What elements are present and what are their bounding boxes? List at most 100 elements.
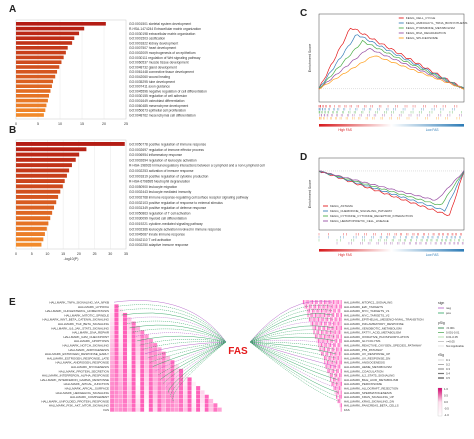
panel-e-heatmap-cell [114, 325, 119, 331]
panel-e-right-term: HALLMARK_E2F_TARGETS [344, 305, 383, 309]
panel-a-term-label: GO:0061448 connective tissue development [129, 70, 194, 74]
panel-e-heatmap-cell [118, 347, 123, 352]
panel-e-heatmap-cell [326, 360, 329, 365]
panel-e-right-term: HALLMARK_OXIDATIVE_PHOSPHORYLATION [344, 335, 409, 339]
panel-e-heatmap-cell [322, 338, 325, 344]
panel-e-heatmap-cell [200, 403, 205, 408]
panel-e-heatmap-cell [135, 347, 141, 352]
panel-e-heatmap-cell [322, 299, 325, 305]
panel-a-tick-label: 15 [80, 122, 84, 126]
panel-b-tick-label: 20 [77, 252, 81, 256]
panel-a-bar [16, 65, 60, 69]
panel-e-heatmap-cell [114, 381, 119, 387]
panel-d-legend-label: KEGG_CYTOKINE_CYTOKINE_RECEPTOR_INTERACT… [330, 214, 413, 218]
panel-a-term-label: GO:0060537 muscle tissue development [129, 61, 189, 65]
panel-e-heatmap-cell [135, 372, 141, 378]
panel-e-heatmap-cell [208, 407, 214, 412]
panel-e-heatmap-cell [191, 403, 197, 408]
panel-e-heatmap-cell [323, 308, 326, 313]
panel-e-heatmap-cell [127, 342, 132, 348]
panel-e-heatmap-cell [337, 338, 340, 344]
panel-a-term-label: GO:0045596 negative regulation of cell d… [129, 89, 207, 93]
panel-b-bar [16, 195, 59, 199]
panel-e-heatmap-cell [340, 304, 343, 309]
panel-e-heatmap-cell [331, 338, 334, 344]
panel-e-heatmap-cell [334, 299, 337, 305]
panel-e-left-term: HALLMARK_MYOGENESIS [71, 365, 109, 369]
panel-e-right-term: HALLMARK_MYC_TARGETS_V2 [344, 313, 390, 317]
panel-a-term-label: GO:0001822 kidney development [129, 41, 178, 45]
panel-e-heatmap-cell [140, 407, 145, 412]
panel-e-heatmap-cell [148, 394, 154, 399]
panel-e-heatmap-cell [187, 407, 192, 412]
panel-e-heatmap-cell [157, 372, 162, 378]
panel-e-heatmap-cell [127, 360, 132, 365]
panel-e-heatmap-cell [338, 394, 341, 399]
panel-e-heatmap-cell [152, 394, 158, 399]
panel-e-heatmap-cell [328, 299, 331, 305]
panel-b-term-label: GO:0002443 leukocyte mediated immunity [129, 190, 192, 194]
panel-e-heatmap-cell [118, 398, 123, 404]
panel-e-right-term: HALLMARK_KRAS_SIGNALING_UP [344, 395, 394, 399]
panel-e-heatmap-cell [329, 312, 332, 318]
panel-a-bar [16, 94, 49, 98]
panel-e-link [121, 312, 227, 343]
panel-e-corr-label: 0.5 [444, 394, 448, 398]
panel-e-heatmap-cell [122, 334, 128, 339]
panel-e-heatmap-cell [311, 299, 314, 305]
panel-b-term-label: GO:0042110 T cell activation [129, 238, 171, 242]
panel-e-heatmap-cell [335, 317, 338, 322]
panel-e-heatmap-cell [135, 351, 141, 356]
panel-e-heatmap-cell [127, 381, 132, 387]
panel-e-heatmap-cell [152, 381, 158, 387]
panel-e-heatmap-cell [329, 308, 332, 313]
panel-b-bar [16, 163, 72, 168]
panel-e-heatmap-cell [140, 377, 145, 382]
panel-e-link [126, 320, 227, 343]
panel-e-heatmap-cell [183, 407, 188, 412]
panel-e-heatmap-cell [311, 304, 314, 309]
panel-e-heatmap-cell [127, 347, 132, 352]
panel-e-heatmap-cell [187, 381, 192, 387]
panel-e-heatmap-cell [135, 394, 141, 399]
panel-e-heatmap-cell [338, 385, 341, 391]
panel-e-heatmap-cell [144, 372, 149, 378]
panel-e-heatmap-cell [118, 334, 123, 339]
panel-e-heatmap-cell [122, 312, 128, 318]
panel-letter-e: E [9, 297, 16, 308]
panel-e-heatmap-cell [161, 403, 167, 408]
panel-e-heatmap-cell [334, 368, 337, 374]
panel-e-heatmap-cell [114, 329, 119, 335]
panel-e-heatmap-cell [127, 364, 132, 369]
panel-e-heatmap-cell [109, 403, 115, 408]
panel-e-heatmap-cell [335, 355, 338, 361]
panel-d-legend-label: KEGG_CHEMOKINE_SIGNALING_PATHWAY [330, 209, 392, 213]
panel-e-heatmap-cell [131, 381, 136, 387]
panel-e-heatmap-cell [114, 394, 119, 399]
panel-e-heatmap-cell [148, 381, 154, 387]
panel-b-bar [16, 232, 45, 236]
panel-e-heatmap-cell [109, 372, 115, 378]
panel-e-heatmap-cell [325, 317, 328, 322]
panel-e-heatmap-cell [131, 398, 136, 404]
panel-a-term-label: GO:0030111 regulation of Wnt signaling p… [129, 56, 201, 60]
panel-e-heatmap-cell [170, 403, 175, 408]
panel-e-heatmap-cell [178, 390, 184, 395]
panel-e-heatmap-cell [340, 351, 343, 356]
panel-e-heatmap-cell [328, 312, 331, 318]
panel-e-heatmap-cell [140, 329, 145, 335]
panel-e-heatmap-cell [144, 398, 149, 404]
panel-e-heatmap-cell [340, 347, 343, 352]
panel-e-left-term: HALLMARK_PROTEIN_SECRETION [59, 369, 109, 373]
panel-e-heatmap-cell [127, 407, 132, 412]
panel-e-left-term: HALLMARK_WNT_BETA_CATENIN_SIGNALING [42, 318, 109, 322]
panel-e-heatmap-cell [331, 373, 334, 378]
panel-e-heatmap-cell [204, 398, 210, 404]
panel-e-heatmap-cell [329, 347, 332, 352]
panel-e-heatmap-cell [170, 385, 175, 391]
panel-c-es-line [318, 55, 465, 90]
panel-e-link [249, 336, 335, 343]
panel-e-heatmap-cell [319, 334, 322, 339]
panel-b-term-label: GO:0050900 leukocyte migration [129, 185, 177, 189]
panel-e-heatmap-cell [165, 398, 171, 404]
